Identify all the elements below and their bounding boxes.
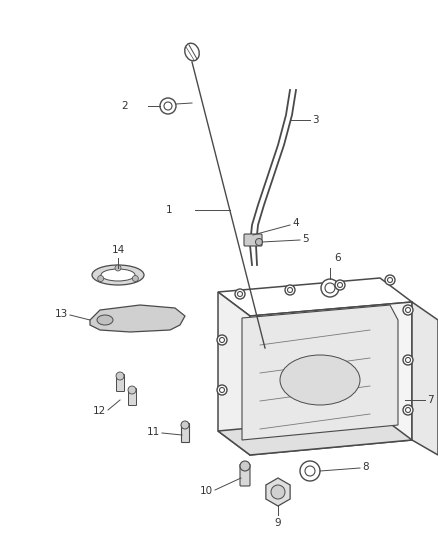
Circle shape — [217, 385, 227, 395]
Polygon shape — [250, 302, 412, 455]
Circle shape — [219, 337, 225, 343]
Circle shape — [321, 279, 339, 297]
Circle shape — [235, 289, 245, 299]
Text: 10: 10 — [200, 486, 213, 496]
Ellipse shape — [185, 43, 199, 61]
Circle shape — [385, 275, 395, 285]
Text: 5: 5 — [302, 234, 309, 244]
Circle shape — [98, 276, 104, 281]
Circle shape — [403, 305, 413, 315]
Circle shape — [388, 278, 392, 282]
Circle shape — [305, 466, 315, 476]
Circle shape — [338, 282, 343, 287]
Circle shape — [406, 308, 410, 312]
Ellipse shape — [97, 315, 113, 325]
Circle shape — [132, 276, 138, 281]
Polygon shape — [412, 302, 438, 455]
FancyBboxPatch shape — [117, 375, 124, 392]
Text: 3: 3 — [312, 115, 318, 125]
Circle shape — [219, 387, 225, 392]
Polygon shape — [218, 416, 412, 455]
Circle shape — [217, 335, 227, 345]
Circle shape — [116, 372, 124, 380]
Circle shape — [240, 461, 250, 471]
Polygon shape — [90, 305, 185, 332]
Circle shape — [285, 285, 295, 295]
Text: 14: 14 — [111, 245, 125, 255]
Text: 7: 7 — [427, 395, 434, 405]
Circle shape — [237, 292, 243, 296]
FancyBboxPatch shape — [181, 424, 190, 442]
Circle shape — [271, 485, 285, 499]
Text: 8: 8 — [362, 462, 369, 472]
FancyBboxPatch shape — [240, 464, 250, 486]
Circle shape — [160, 98, 176, 114]
Circle shape — [164, 102, 172, 110]
Text: 6: 6 — [334, 253, 341, 263]
Circle shape — [325, 283, 335, 293]
Circle shape — [406, 408, 410, 413]
Ellipse shape — [92, 265, 144, 285]
Circle shape — [335, 280, 345, 290]
Circle shape — [181, 421, 189, 429]
Circle shape — [406, 358, 410, 362]
Text: 12: 12 — [93, 406, 106, 416]
Text: 9: 9 — [275, 518, 281, 528]
Polygon shape — [218, 292, 250, 455]
FancyBboxPatch shape — [244, 234, 262, 246]
Circle shape — [255, 238, 262, 246]
Text: 4: 4 — [292, 218, 299, 228]
Ellipse shape — [280, 355, 360, 405]
Polygon shape — [218, 278, 412, 316]
Text: 13: 13 — [55, 309, 68, 319]
Circle shape — [403, 355, 413, 365]
Circle shape — [115, 265, 121, 271]
Circle shape — [300, 461, 320, 481]
Text: 1: 1 — [166, 205, 172, 215]
Text: 2: 2 — [121, 101, 128, 111]
Polygon shape — [266, 478, 290, 506]
FancyBboxPatch shape — [128, 389, 137, 406]
Polygon shape — [242, 305, 398, 440]
Circle shape — [128, 386, 136, 394]
Ellipse shape — [101, 269, 135, 281]
Circle shape — [403, 405, 413, 415]
Text: 11: 11 — [147, 427, 160, 437]
Circle shape — [287, 287, 293, 293]
